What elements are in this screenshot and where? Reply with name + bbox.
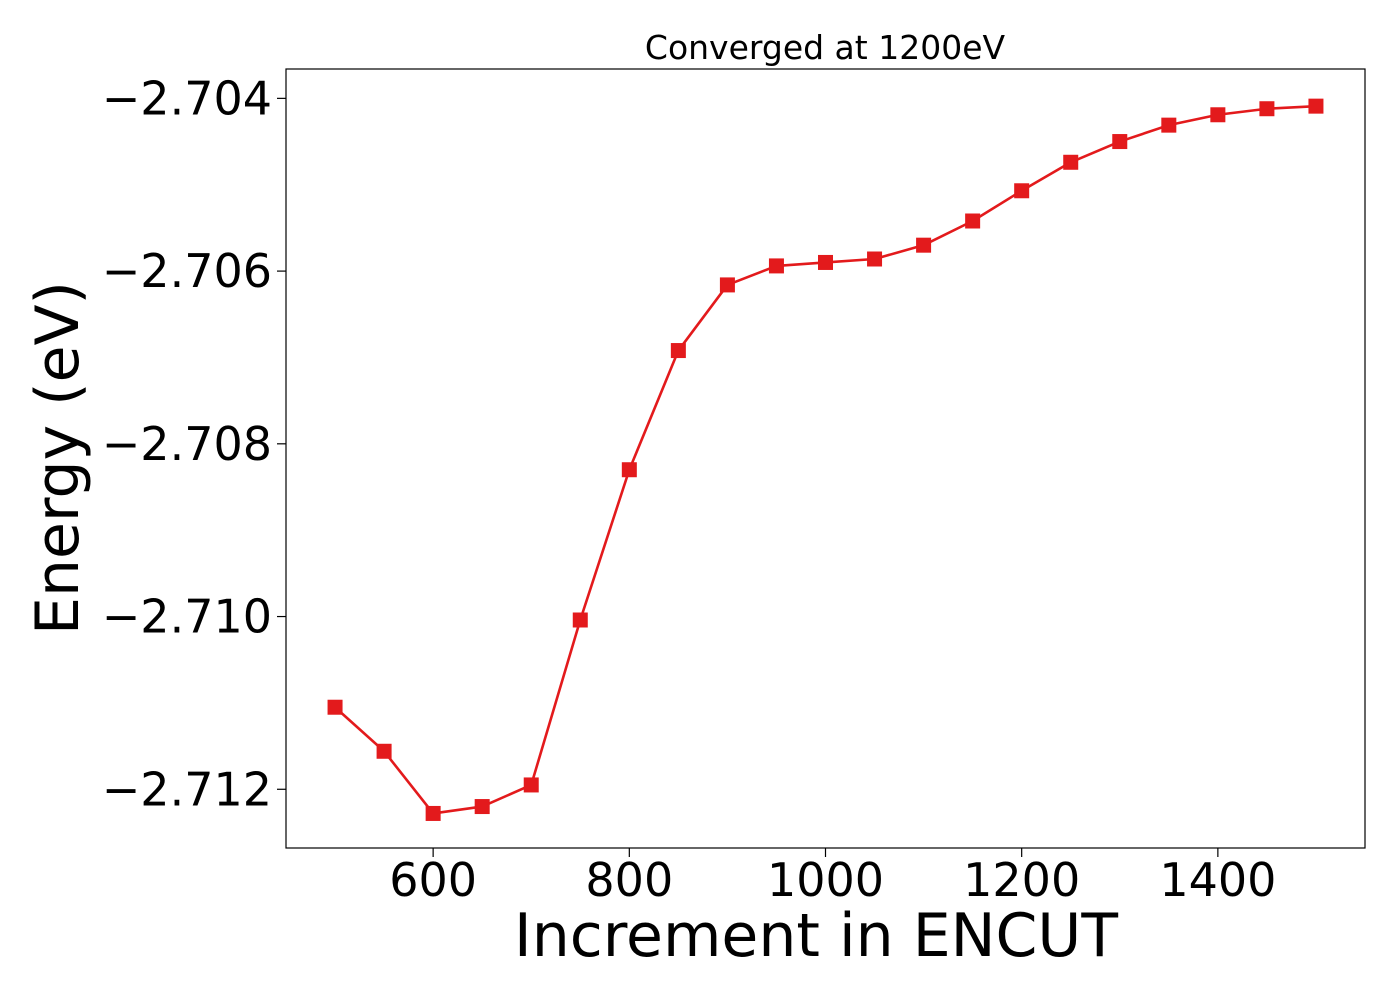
data-point-marker (719, 277, 735, 293)
data-point-marker (867, 251, 883, 267)
data-point-marker (818, 254, 833, 270)
plot-frame (285, 68, 1366, 849)
x-tick-label: 1000 (767, 853, 884, 907)
data-point-marker (1014, 183, 1030, 199)
x-axis-ticks: 600 800 1000 1200 1400 (389, 848, 1276, 907)
data-point-marker (1161, 117, 1177, 133)
data-point-marker (523, 777, 539, 793)
x-axis-label: Increment in ENCUT (514, 901, 1118, 971)
x-tick-label: 600 (389, 853, 477, 907)
data-point-marker (965, 213, 981, 229)
x-tick-label: 1200 (963, 853, 1080, 907)
data-point-marker (572, 612, 588, 628)
data-point-marker (1308, 98, 1324, 114)
y-tick-label: −2.706 (102, 244, 272, 298)
y-tick-label: −2.710 (102, 590, 272, 644)
data-point-marker (768, 258, 784, 274)
data-point-marker (1259, 101, 1275, 117)
series-line (334, 104, 1317, 815)
data-point-marker (376, 743, 392, 759)
y-axis-ticks: −2.704 −2.706 −2.708 −2.710 −2.712 (102, 71, 286, 816)
data-point-marker (916, 237, 932, 253)
data-point-marker (1210, 107, 1226, 123)
x-tick-label: 800 (585, 853, 673, 907)
y-axis-label: Energy (eV) (23, 281, 93, 635)
data-point-marker (1063, 154, 1079, 170)
x-tick-label: 1400 (1159, 853, 1276, 907)
data-point-marker (670, 343, 686, 359)
series-layer (327, 98, 1324, 821)
data-point-marker (474, 799, 490, 815)
chart-title: Converged at 1200eV (645, 28, 1006, 67)
y-tick-label: −2.712 (102, 762, 272, 816)
data-point-marker (425, 805, 441, 821)
data-point-marker (1112, 134, 1128, 150)
y-tick-label: −2.708 (102, 417, 272, 471)
data-point-marker (327, 699, 343, 715)
data-point-marker (621, 462, 637, 478)
y-tick-label: −2.704 (102, 71, 272, 125)
